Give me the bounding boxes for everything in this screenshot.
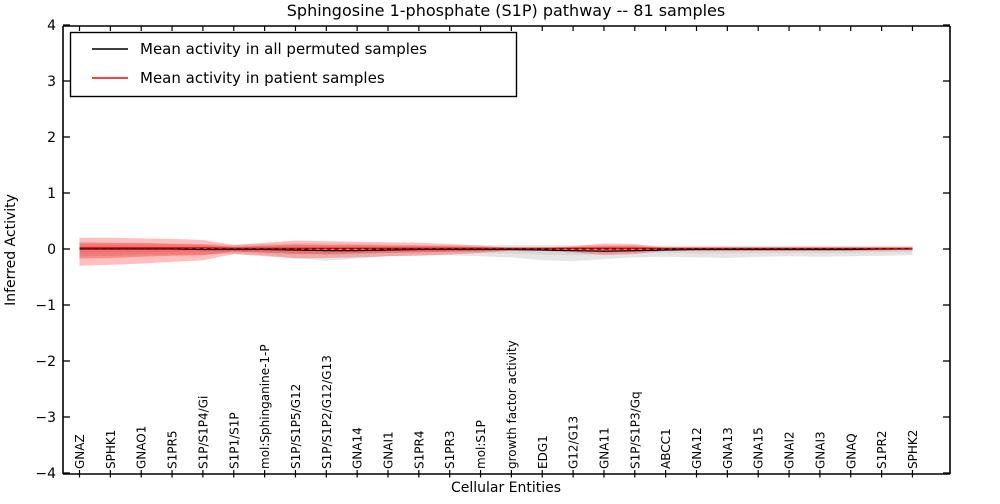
entity-label: ABCC1 [659,428,673,469]
permuted-mean-line [79,248,913,252]
ytick-label: 4 [47,18,56,34]
ytick-labels: −4 −3 −2 −1 0 1 2 3 4 [35,18,56,482]
legend: Mean activity in all permuted samples Me… [69,31,518,98]
entity-label: GNA15 [752,427,766,469]
ytick-label: 0 [47,242,56,258]
legend-label-permuted: Mean activity in all permuted samples [140,40,427,58]
legend-box [69,31,518,98]
entity-label: S1P1/S1P [227,412,241,469]
entity-tick-labels: GNAZ SPHK1 GNAO1 S1PR5 S1P/S1P4/Gi S1P1/S1P mo… [73,340,920,469]
entity-label: mol:S1P [474,420,488,469]
chart-title: Sphingosine 1-phosphate (S1P) pathway --… [287,1,725,20]
ytick-label: −2 [35,354,56,370]
ytick-label: 1 [47,186,56,202]
entity-label: GNA14 [351,427,365,469]
patient-range-inner-band [79,243,913,259]
entity-label: S1PR2 [875,431,889,469]
entity-label: S1PR4 [412,431,426,469]
legend-label-patient: Mean activity in patient samples [140,69,385,87]
entity-label: GNAZ [73,434,87,469]
ytick-label: −1 [35,298,56,314]
y-axis-label: Inferred Activity [3,194,19,306]
entity-label: GNAO1 [135,426,149,469]
entity-label: growth factor activity [505,340,519,469]
entity-label: mol:Sphinganine-1-P [258,344,272,469]
entity-label: GNA13 [721,427,735,469]
permuted-range-outer-band [79,241,913,262]
axes-spines [62,25,951,475]
ytick-label: −3 [35,410,56,426]
entity-label: GNA11 [597,427,611,469]
entity-label: S1PR5 [166,431,180,469]
entity-label: GNAI2 [783,431,797,469]
ytick-label: −4 [35,466,56,482]
entity-label: GNAI1 [382,431,396,469]
entity-label: S1P/S1P4/Gi [196,396,210,469]
entity-label: S1PR3 [443,431,457,469]
patient-range-outer-band [79,237,913,266]
entity-label: SPHK2 [906,430,920,469]
entity-label: G12/G13 [567,416,581,469]
ytick-label: 2 [47,130,56,146]
entity-label: EDG1 [536,435,550,469]
entity-label: S1P/S1P3/Gq [628,391,642,469]
entity-label: S1P/S1P2/G12/G13 [320,355,334,469]
entity-label: GNAI3 [813,431,827,469]
entity-label: SPHK1 [104,430,118,469]
entity-label: GNAQ [844,433,858,469]
entity-label: GNA12 [690,427,704,469]
patient-mean-line [79,247,913,250]
x-axis-label: Cellular Entities [451,480,561,496]
ytick-label: 3 [47,74,56,90]
entity-label: S1P/S1P5/G12 [289,384,303,469]
mean-lines-layer [79,247,913,252]
